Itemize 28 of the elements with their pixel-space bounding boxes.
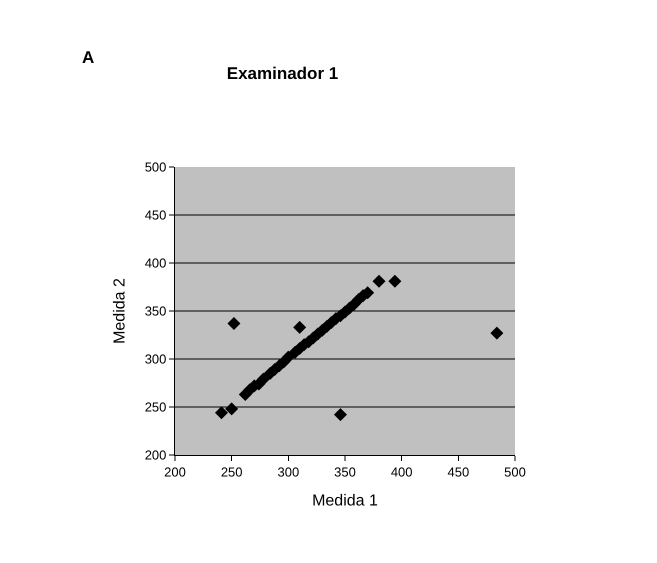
x-tick-label: 300: [277, 464, 300, 480]
x-tick-label: 350: [334, 464, 356, 480]
x-axis-title: Medida 1: [312, 492, 378, 510]
y-tick-label: 500: [144, 160, 166, 175]
y-tick-label: 400: [144, 256, 166, 271]
point: [227, 316, 240, 330]
chart-title: Examinador 1: [226, 64, 338, 84]
point: [282, 350, 295, 364]
y-tick-label: 450: [144, 208, 166, 223]
x-tick-label: 250: [220, 464, 243, 480]
point: [293, 320, 306, 334]
point: [334, 408, 347, 422]
point: [388, 274, 402, 288]
point: [256, 372, 270, 386]
x-tick-label: 400: [390, 464, 413, 480]
y-axis-title: Medida 2: [112, 278, 129, 344]
x-tick-label: 200: [164, 464, 186, 480]
point: [225, 402, 238, 416]
x-tick-label: 450: [447, 464, 470, 480]
y-tick-label: 200: [144, 448, 166, 463]
point: [372, 274, 386, 288]
y-tick-label: 300: [144, 352, 166, 367]
y-tick-label: 250: [144, 400, 166, 415]
point: [214, 406, 228, 420]
point: [490, 326, 504, 340]
text: A: [82, 48, 94, 67]
x-tick-label: 500: [504, 464, 526, 480]
y-tick-label: 350: [144, 304, 166, 319]
